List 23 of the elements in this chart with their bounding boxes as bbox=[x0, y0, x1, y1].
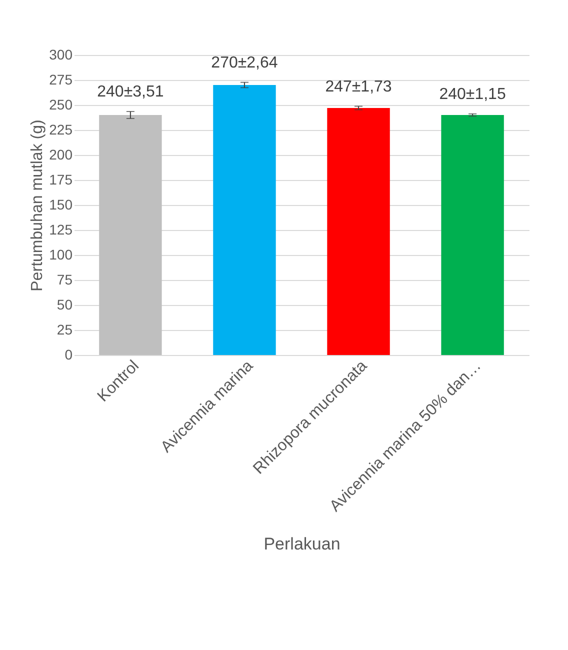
data-label: 270±2,64 bbox=[211, 54, 278, 72]
y-tick-label: 100 bbox=[49, 246, 73, 262]
y-tick-label: 300 bbox=[49, 46, 73, 62]
x-axis-title: Perlakuan bbox=[264, 534, 340, 554]
y-tick-label: 225 bbox=[49, 122, 73, 138]
y-tick-label: 125 bbox=[49, 222, 73, 238]
y-tick-label: 200 bbox=[49, 146, 73, 162]
y-tick-label: 150 bbox=[49, 196, 73, 212]
y-tick-label: 0 bbox=[64, 346, 73, 362]
y-tick-label: 75 bbox=[56, 272, 73, 288]
data-label: 247±1,73 bbox=[325, 78, 392, 96]
bar bbox=[327, 108, 390, 355]
y-tick-label: 250 bbox=[49, 96, 73, 112]
y-tick-label: 275 bbox=[49, 72, 73, 88]
bar bbox=[441, 115, 504, 355]
bar bbox=[99, 115, 162, 355]
y-tick-label: 50 bbox=[56, 296, 73, 312]
data-label: 240±1,15 bbox=[439, 86, 506, 103]
y-axis-title: Pertumbuhan mutlak (g) bbox=[29, 120, 46, 292]
bar bbox=[213, 85, 276, 355]
y-tick-label: 175 bbox=[49, 172, 73, 188]
data-label: 240±3,51 bbox=[97, 83, 164, 100]
y-tick-label: 25 bbox=[56, 322, 73, 338]
